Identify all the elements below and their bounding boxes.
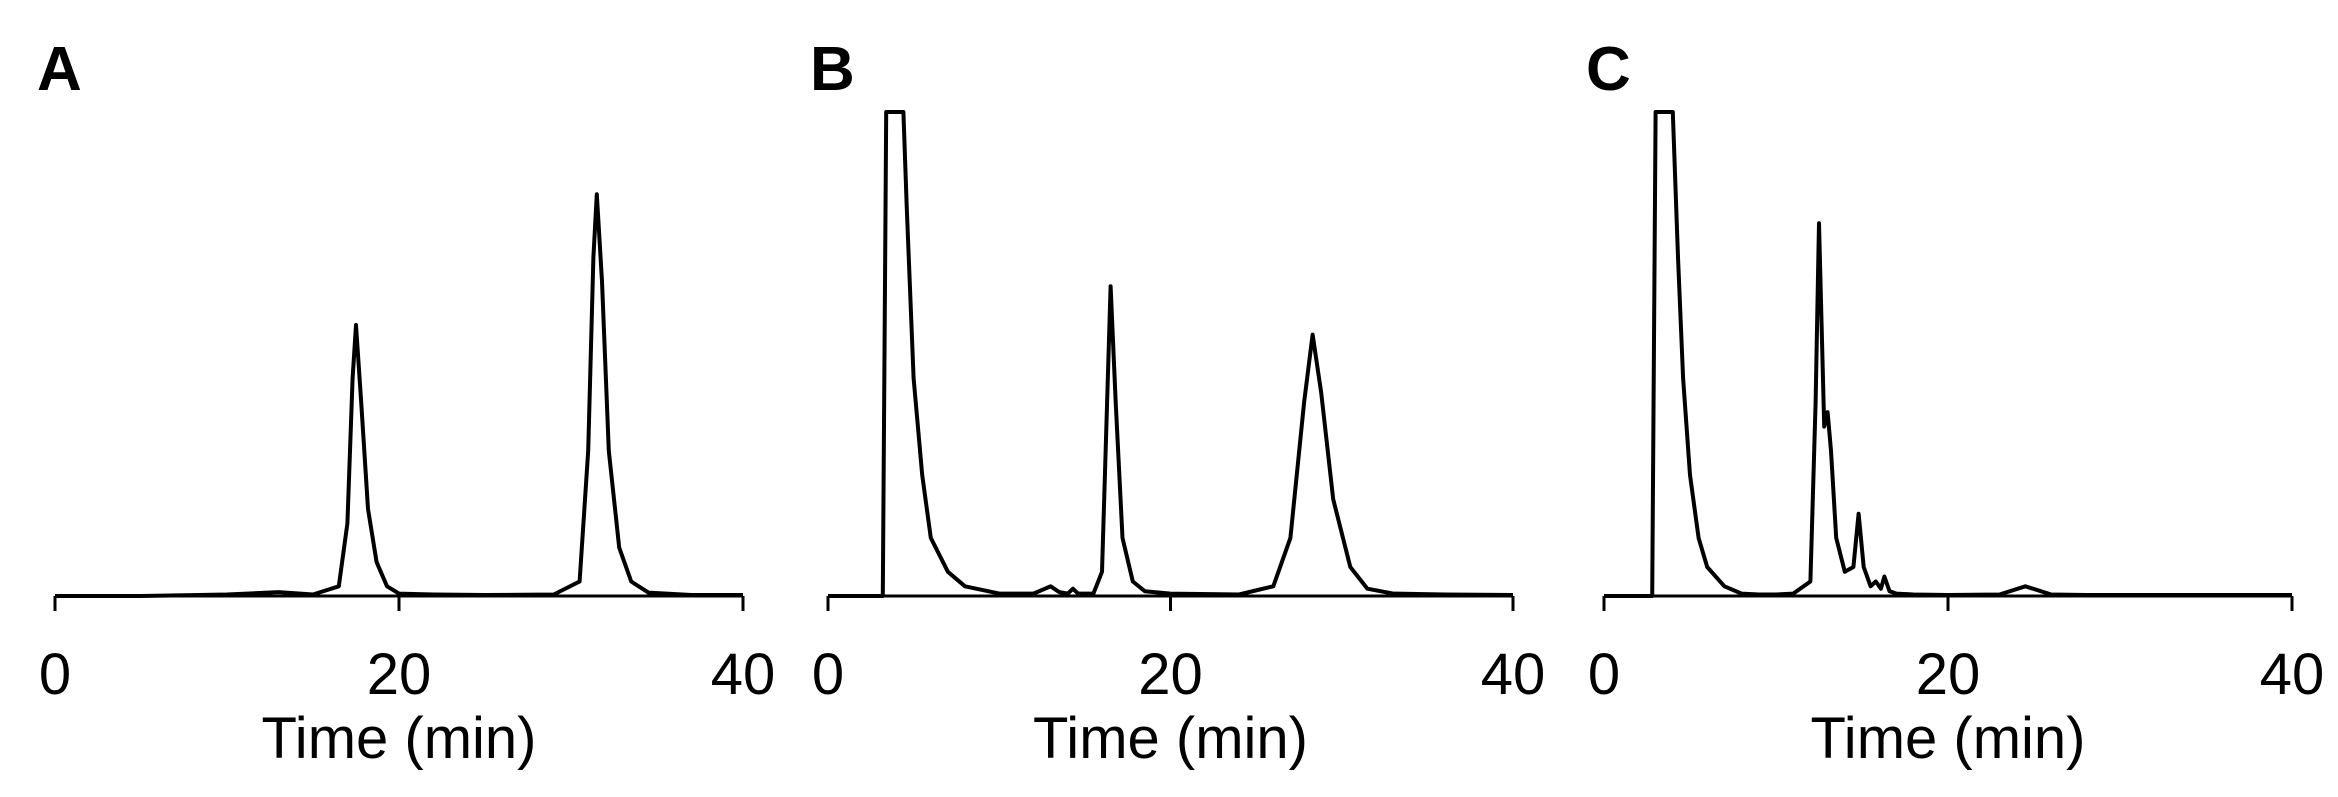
x-axis-label: Time (min) [1033, 706, 1308, 771]
x-tick-label: 0 [812, 642, 844, 707]
chromatogram-trace [1604, 110, 2292, 598]
x-tick-label: 40 [1481, 642, 1546, 707]
x-axis-label: Time (min) [262, 706, 537, 771]
panel-label: C [1586, 35, 1631, 104]
chromatogram-trace [55, 192, 743, 598]
chromatogram-trace [828, 110, 1514, 598]
x-tick-label: 0 [39, 642, 71, 707]
x-tick-label: 0 [1588, 642, 1620, 707]
x-tick-label: 20 [1916, 642, 1981, 707]
x-tick-label: 40 [2260, 642, 2325, 707]
panel-label: B [810, 35, 855, 104]
x-axis-label: Time (min) [1811, 706, 2086, 771]
x-tick-label: 20 [367, 642, 432, 707]
x-tick-label: 20 [1138, 642, 1203, 707]
x-tick-label: 40 [711, 642, 776, 707]
panel-label: A [37, 35, 82, 104]
